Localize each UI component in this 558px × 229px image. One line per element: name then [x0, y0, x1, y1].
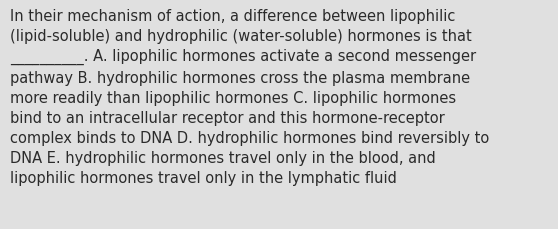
- Text: In their mechanism of action, a difference between lipophilic
(lipid-soluble) an: In their mechanism of action, a differen…: [10, 9, 489, 185]
